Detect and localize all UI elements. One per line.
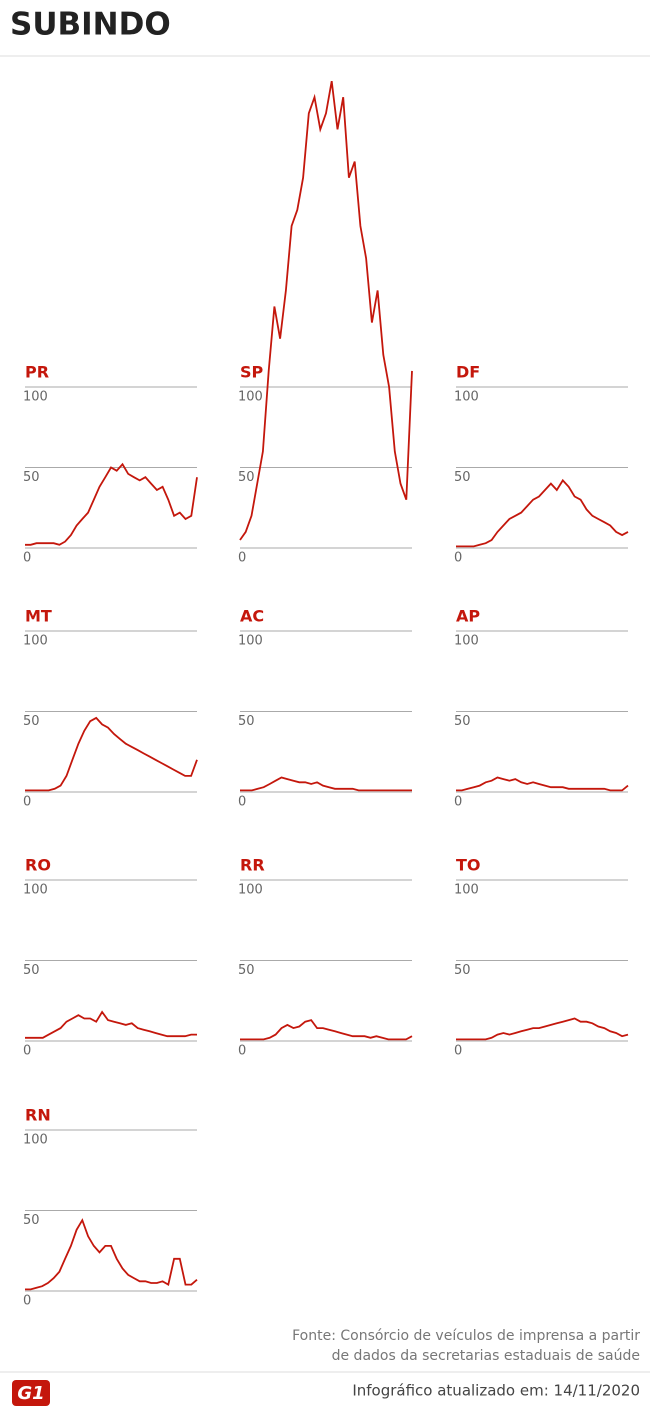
- y-tick-label: 50: [238, 714, 255, 729]
- y-tick-label: 0: [454, 795, 462, 810]
- y-tick-label: 0: [454, 551, 462, 566]
- y-tick-label: 0: [238, 551, 246, 566]
- state-label: DF: [456, 363, 480, 382]
- state-label: TO: [456, 856, 481, 875]
- state-label: AC: [240, 607, 264, 626]
- y-tick-label: 50: [23, 470, 40, 485]
- series-line: [25, 716, 198, 792]
- y-tick-label: 50: [23, 714, 40, 729]
- series-line: [240, 776, 412, 792]
- series-line: [25, 462, 198, 546]
- y-tick-label: 100: [23, 883, 48, 898]
- series-line: [239, 80, 413, 541]
- series-line: [240, 1019, 413, 1041]
- series-line: [456, 1017, 629, 1041]
- source-line: Fonte: Consórcio de veículos de imprensa…: [292, 1328, 640, 1344]
- series-line: [25, 1218, 198, 1291]
- y-tick-label: 50: [23, 963, 40, 978]
- state-label: MT: [25, 607, 52, 626]
- y-tick-label: 100: [238, 883, 263, 898]
- y-tick-label: 50: [238, 963, 255, 978]
- state-label: AP: [456, 607, 480, 626]
- y-tick-label: 0: [23, 1044, 31, 1059]
- y-tick-label: 100: [454, 390, 479, 405]
- y-tick-label: 100: [454, 634, 479, 649]
- state-label: SP: [240, 363, 264, 382]
- state-label: PR: [25, 363, 49, 382]
- state-label: RR: [240, 856, 265, 875]
- y-tick-label: 50: [454, 963, 471, 978]
- y-tick-label: 50: [454, 470, 471, 485]
- source-line: de dados da secretarias estaduais de saú…: [332, 1348, 640, 1364]
- y-tick-label: 0: [23, 1294, 31, 1309]
- state-label: RN: [25, 1106, 51, 1125]
- logo-box: [12, 1380, 50, 1406]
- y-tick-label: 0: [23, 795, 31, 810]
- y-tick-label: 0: [238, 795, 246, 810]
- y-tick-label: 50: [454, 714, 471, 729]
- logo: G1: [17, 1383, 44, 1404]
- page-title: SUBINDO: [10, 7, 171, 43]
- y-tick-label: 0: [238, 1044, 246, 1059]
- state-label: RO: [25, 856, 51, 875]
- y-tick-label: 100: [238, 634, 263, 649]
- series-line: [25, 1010, 197, 1039]
- y-tick-label: 0: [23, 551, 31, 566]
- y-tick-label: 100: [23, 390, 48, 405]
- y-tick-label: 100: [454, 883, 479, 898]
- y-tick-label: 50: [23, 1213, 40, 1228]
- y-tick-label: 100: [23, 634, 48, 649]
- y-tick-label: 100: [238, 390, 263, 405]
- y-tick-label: 100: [23, 1133, 48, 1148]
- y-tick-label: 50: [238, 470, 255, 485]
- series-line: [456, 478, 629, 548]
- series-line: [456, 776, 629, 792]
- y-tick-label: 0: [454, 1044, 462, 1059]
- updated-note: Infográfico atualizado em: 14/11/2020: [352, 1382, 640, 1400]
